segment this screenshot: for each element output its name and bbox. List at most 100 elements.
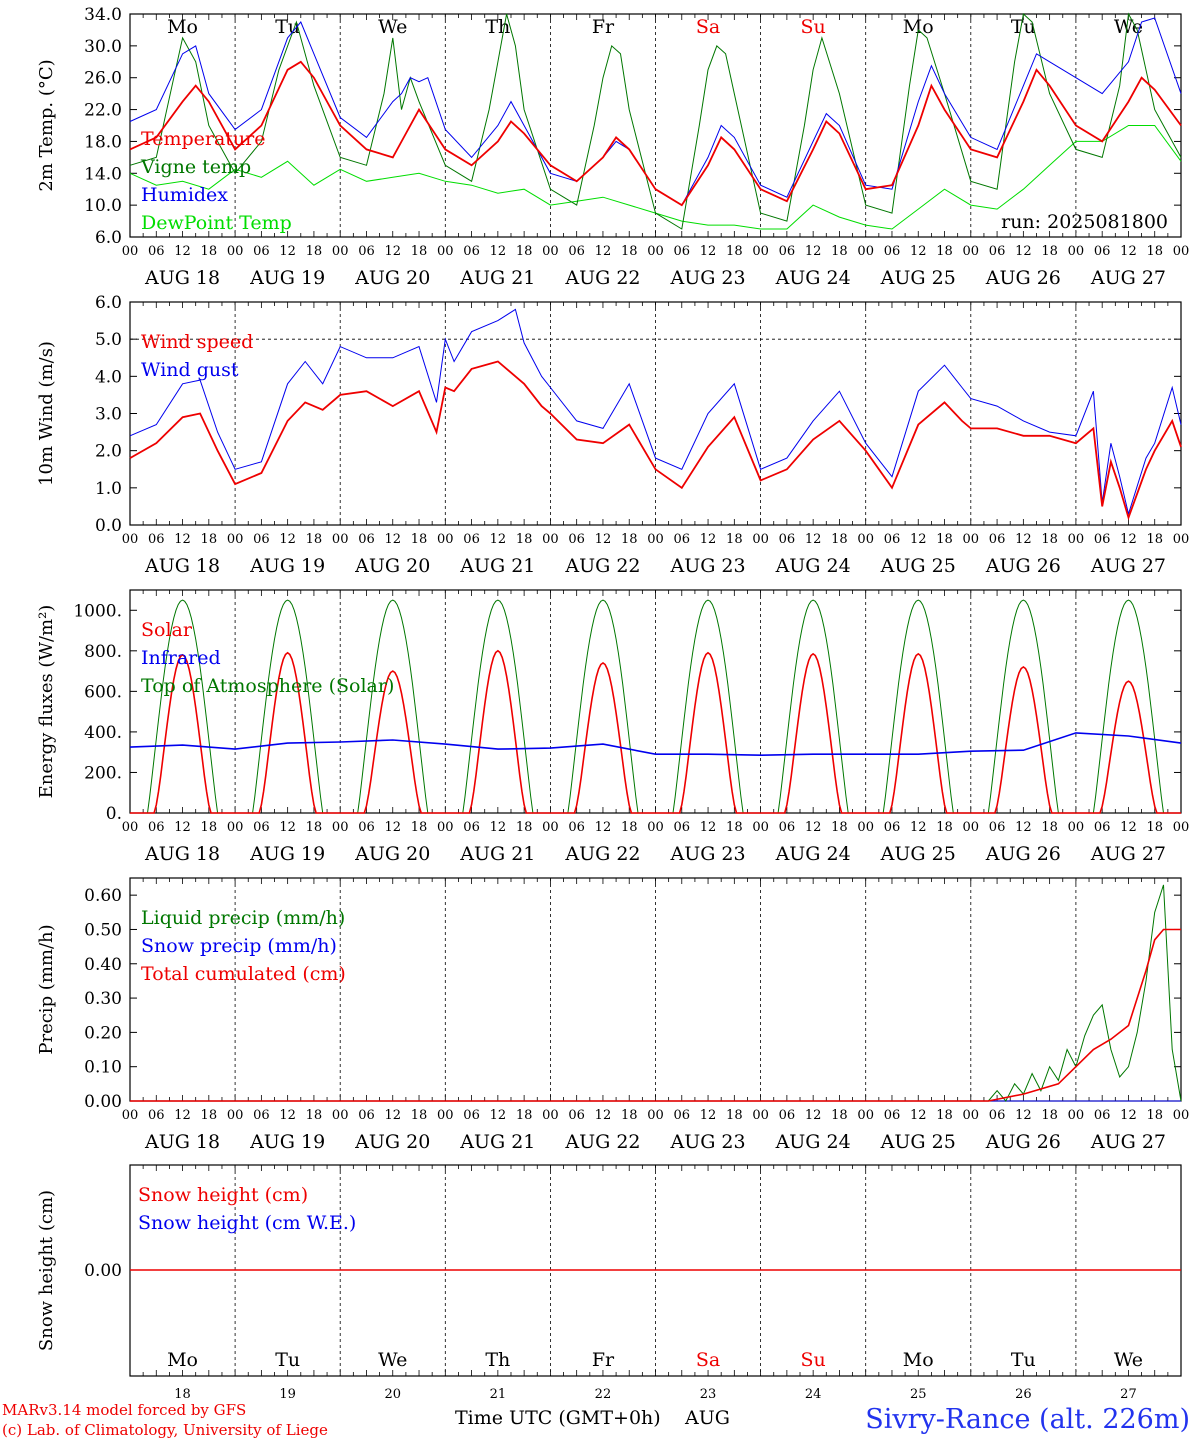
hour-tick-label: 06: [884, 820, 901, 835]
hour-tick-label: 06: [568, 244, 585, 259]
y-axis-label: Energy fluxes (W/m²): [36, 605, 57, 799]
hour-tick-label: 00: [857, 532, 874, 547]
weekday-label: Tu: [1011, 16, 1036, 38]
date-label: AUG 24: [775, 1131, 851, 1153]
hour-tick-label: 18: [1041, 1108, 1058, 1123]
weekday-label: We: [378, 16, 407, 38]
hour-tick-label: 18: [201, 532, 218, 547]
date-label: AUG 27: [1090, 1131, 1166, 1153]
panel-frame: [129, 589, 1182, 814]
date-label: AUG 25: [880, 267, 956, 289]
hour-tick-label: 06: [989, 532, 1006, 547]
y-tick-label: 3.0: [95, 405, 122, 425]
hour-tick-label: 06: [674, 532, 691, 547]
hour-tick-label: 18: [936, 244, 953, 259]
hour-tick-label: 06: [779, 244, 796, 259]
y-axis-label: Snow height (cm): [36, 1190, 57, 1351]
hour-tick-label: 12: [700, 820, 717, 835]
hour-tick-label: 18: [936, 1108, 953, 1123]
weekday-label: Su: [801, 16, 826, 38]
hour-tick-label: 18: [201, 820, 218, 835]
hour-tick-label: 12: [279, 1108, 296, 1123]
hour-tick-label: 12: [1015, 820, 1032, 835]
date-label: AUG 23: [669, 555, 745, 577]
date-label: AUG 21: [459, 843, 535, 865]
hour-tick-label: 06: [884, 244, 901, 259]
y-tick-label: 14.0: [84, 164, 122, 184]
hour-tick-label: 06: [148, 532, 165, 547]
x-axis-label: Time UTC (GMT+0h): [455, 1407, 661, 1429]
hour-tick-label: 00: [437, 244, 454, 259]
date-label: AUG 25: [880, 555, 956, 577]
hour-tick-label: 12: [1120, 532, 1137, 547]
series-solar: [1075, 680, 1181, 814]
hour-tick-label: 00: [857, 820, 874, 835]
day-number-label: 23: [700, 1387, 717, 1402]
day-number-label: 27: [1120, 1387, 1137, 1402]
date-label: AUG 19: [249, 555, 325, 577]
y-tick-label: 1.0: [95, 479, 122, 499]
hour-tick-label: 00: [542, 820, 559, 835]
hour-tick-label: 12: [1015, 532, 1032, 547]
hour-tick-label: 18: [831, 244, 848, 259]
date-label: AUG 22: [564, 267, 640, 289]
legend-entry: Infrared: [141, 647, 221, 669]
date-label: AUG 18: [144, 555, 220, 577]
day-number-label: 18: [174, 1387, 191, 1402]
hour-tick-label: 06: [779, 532, 796, 547]
y-tick-label: 30.0: [84, 37, 122, 57]
date-label: AUG 20: [354, 1131, 430, 1153]
panel-frame: [129, 301, 1182, 526]
hour-tick-label: 18: [411, 820, 428, 835]
weekday-label: Fr: [592, 16, 615, 38]
legend-entry: Temperature: [141, 128, 265, 150]
hour-tick-label: 06: [568, 532, 585, 547]
hour-tick-label: 00: [332, 244, 349, 259]
hour-tick-label: 00: [332, 1108, 349, 1123]
hour-tick-label: 12: [174, 820, 191, 835]
legend-entry: Snow height (cm): [138, 1184, 308, 1206]
hour-tick-label: 00: [437, 1108, 454, 1123]
hour-tick-label: 00: [963, 1108, 980, 1123]
hour-tick-label: 18: [936, 820, 953, 835]
hour-tick-label: 18: [726, 244, 743, 259]
date-label: AUG 19: [249, 1131, 325, 1153]
series-top-of-atmosphere-solar: [235, 599, 341, 814]
hour-tick-label: 00: [227, 532, 244, 547]
legend-entry: Top of Atmosphere (Solar): [141, 675, 394, 697]
y-tick-label: 0.40: [84, 955, 122, 975]
hour-tick-label: 12: [700, 244, 717, 259]
hour-tick-label: 00: [227, 820, 244, 835]
series-solar: [865, 652, 971, 814]
hour-tick-label: 18: [411, 244, 428, 259]
hour-tick-label: 06: [253, 244, 270, 259]
hour-tick-label: 00: [122, 1108, 139, 1123]
weekday-label: Mo: [167, 1349, 198, 1371]
legend-entry: Solar: [141, 619, 193, 641]
hour-tick-label: 12: [805, 1108, 822, 1123]
hour-tick-label: 12: [174, 532, 191, 547]
hour-tick-label: 06: [989, 1108, 1006, 1123]
hour-tick-label: 00: [1068, 1108, 1085, 1123]
hour-tick-label: 12: [595, 1108, 612, 1123]
series-top-of-atmosphere-solar: [550, 599, 656, 814]
hour-tick-label: 18: [201, 1108, 218, 1123]
series-liquid-precip-mm-h-: [130, 884, 1182, 1102]
hour-tick-label: 00: [963, 244, 980, 259]
hour-tick-label: 06: [463, 532, 480, 547]
series-solar: [130, 653, 236, 814]
hour-tick-label: 00: [752, 820, 769, 835]
station-title: Sivry-Rance (alt. 226m): [865, 1404, 1190, 1435]
hour-tick-label: 00: [647, 820, 664, 835]
hour-tick-label: 06: [568, 1108, 585, 1123]
hour-tick-label: 12: [700, 1108, 717, 1123]
date-label: AUG 27: [1090, 555, 1166, 577]
date-label: AUG 23: [669, 267, 745, 289]
hour-tick-label: 18: [1041, 820, 1058, 835]
hour-tick-label: 00: [647, 532, 664, 547]
series-solar: [760, 652, 866, 814]
hour-tick-label: 18: [1146, 820, 1163, 835]
hour-tick-label: 06: [1094, 244, 1111, 259]
hour-tick-label: 06: [989, 244, 1006, 259]
